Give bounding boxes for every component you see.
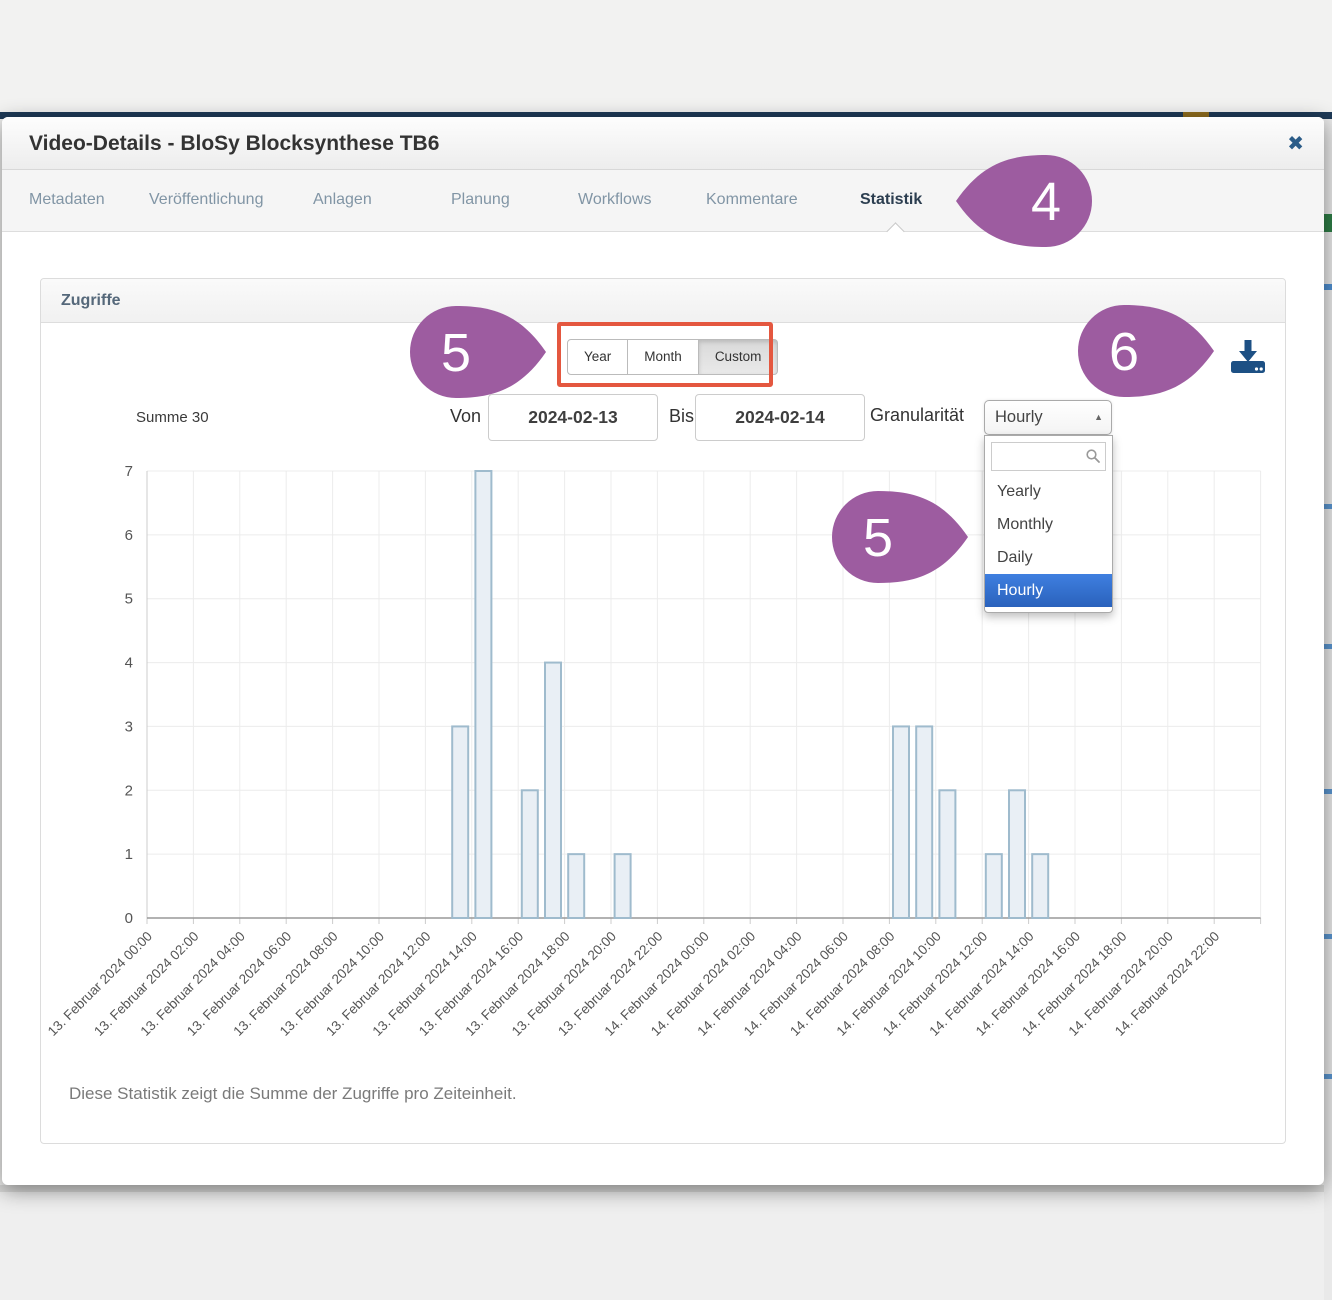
bar-14. Februar 2024 14:00[interactable] xyxy=(1031,853,1050,919)
tab-verffentlichung[interactable]: Veröffentlichung xyxy=(149,191,264,208)
bar-13. Februar 2024 14:00[interactable] xyxy=(474,470,493,919)
von-label: Von xyxy=(450,406,482,426)
background-navbar-fragment xyxy=(1183,112,1209,119)
download-button[interactable] xyxy=(1228,337,1268,377)
bis-date-input[interactable] xyxy=(695,394,865,441)
granularity-label: Granularität xyxy=(870,405,965,425)
bar-14. Februar 2024 09:00[interactable] xyxy=(915,725,934,919)
bar-13. Februar 2024 17:00[interactable] xyxy=(544,661,562,919)
svg-text:5: 5 xyxy=(125,591,133,608)
granularity-dropdown-panel: Yearly Monthly Daily Hourly xyxy=(984,435,1113,613)
modal-title: Video-Details - BloSy Blocksynthese TB6 xyxy=(29,132,440,155)
von-date-input[interactable] xyxy=(488,394,658,441)
svg-text:0: 0 xyxy=(125,910,133,927)
tab-statistik[interactable]: Statistik xyxy=(860,191,923,208)
range-toggle-group: Year Month Custom xyxy=(567,339,779,375)
dropdown-option-daily[interactable]: Daily xyxy=(997,549,1033,566)
tab-metadaten[interactable]: Metadaten xyxy=(29,191,105,208)
background-page-fragment xyxy=(1324,644,1332,649)
bar-14. Februar 2024 08:00[interactable] xyxy=(892,725,910,919)
range-button-custom[interactable]: Custom xyxy=(698,339,779,375)
bar-13. Februar 2024 18:00[interactable] xyxy=(567,853,586,919)
background-page-fragment xyxy=(1324,504,1332,509)
dropdown-option-hourly[interactable]: Hourly xyxy=(985,574,1112,607)
tab-kommentare[interactable]: Kommentare xyxy=(706,191,798,208)
bis-label: Bis xyxy=(669,406,695,426)
bar-14. Februar 2024 10:00[interactable] xyxy=(938,789,957,919)
granularity-selected-value: Hourly xyxy=(995,408,1043,426)
background-navbar xyxy=(0,112,1332,119)
svg-text:2: 2 xyxy=(125,782,133,799)
chevron-up-icon: ▲ xyxy=(1094,412,1103,422)
background-page-band xyxy=(0,1185,1332,1192)
bar-14. Februar 2024 13:00[interactable] xyxy=(1008,789,1026,919)
dropdown-option-monthly[interactable]: Monthly xyxy=(997,516,1054,533)
dropdown-option-yearly[interactable]: Yearly xyxy=(997,483,1041,500)
zugriffe-panel-title: Zugriffe xyxy=(61,292,121,309)
dropdown-option-list: Yearly Monthly Daily Hourly xyxy=(985,475,1112,607)
bar-13. Februar 2024 16:00[interactable] xyxy=(520,789,539,919)
dropdown-search-wrap xyxy=(991,442,1106,471)
tab-bar: Metadaten Veröffentlichung Anlagen Planung W… xyxy=(2,170,1324,232)
video-details-modal: Video-Details - BloSy Blocksynthese TB6 … xyxy=(2,117,1324,1185)
background-page-fragment xyxy=(1324,1074,1332,1079)
svg-text:1: 1 xyxy=(125,846,133,863)
svg-text:7: 7 xyxy=(125,463,133,480)
background-page-fragment xyxy=(1324,284,1332,290)
zugriffe-panel-header: Zugriffe xyxy=(41,279,1285,323)
close-icon[interactable]: ✖ xyxy=(1287,133,1304,155)
download-icon xyxy=(1231,340,1265,373)
tab-anlagen[interactable]: Anlagen xyxy=(313,191,372,208)
range-button-month[interactable]: Month xyxy=(628,339,699,375)
svg-text:6: 6 xyxy=(125,527,133,544)
background-page-right-strip xyxy=(1324,119,1332,1300)
tab-workflows[interactable]: Workflows xyxy=(578,191,652,208)
search-icon xyxy=(1086,449,1100,463)
granularity-select[interactable]: Hourly ▲ xyxy=(984,400,1112,435)
bar-13. Februar 2024 20:00[interactable] xyxy=(613,853,632,919)
background-page-fragment xyxy=(1324,214,1332,232)
svg-text:4: 4 xyxy=(125,655,133,672)
background-page-fragment xyxy=(1324,934,1332,939)
bar-13. Februar 2024 13:00[interactable] xyxy=(451,725,470,919)
chart-caption: Diese Statistik zeigt die Summe der Zugr… xyxy=(69,1084,517,1103)
sum-label: Summe 30 xyxy=(136,409,209,426)
range-button-year[interactable]: Year xyxy=(567,339,629,375)
bar-14. Februar 2024 12:00[interactable] xyxy=(984,853,1003,919)
modal-header: Video-Details - BloSy Blocksynthese TB6 … xyxy=(2,117,1324,170)
background-page-fragment xyxy=(1324,789,1332,794)
svg-text:3: 3 xyxy=(125,718,133,735)
background-page-top xyxy=(0,0,1332,113)
tab-planung[interactable]: Planung xyxy=(451,191,510,208)
background-page-bottom xyxy=(0,1185,1332,1300)
